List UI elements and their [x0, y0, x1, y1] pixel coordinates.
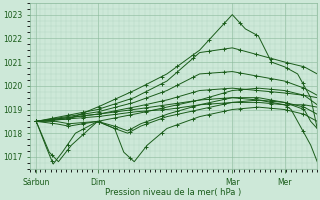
X-axis label: Pression niveau de la mer( hPa ): Pression niveau de la mer( hPa ) — [105, 188, 242, 197]
